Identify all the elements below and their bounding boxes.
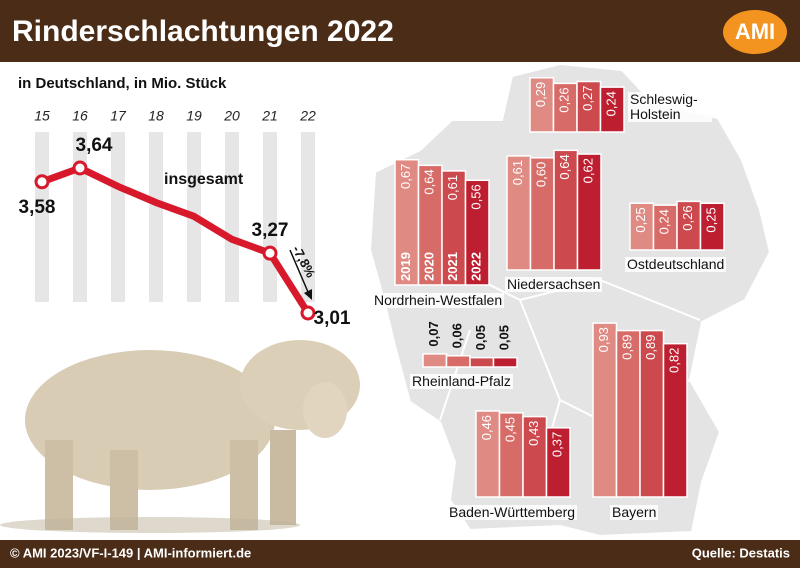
year-stripe <box>225 132 239 302</box>
data-label: 0,61 <box>445 175 460 200</box>
x-tick-label: 2020 <box>422 252 437 281</box>
x-tick-label: 22 <box>299 108 316 124</box>
point <box>34 174 50 190</box>
logo <box>723 10 787 54</box>
x-tick-label: 21 <box>261 108 278 124</box>
data-label: 0,29 <box>533 82 548 107</box>
point <box>300 305 316 321</box>
year-stripe <box>35 132 49 302</box>
bar <box>576 153 602 271</box>
arrow-head <box>304 289 312 300</box>
data-label: 0,46 <box>479 415 494 440</box>
data-label: 0,64 <box>557 154 572 179</box>
region-label: Schleswig-Holstein <box>628 92 712 122</box>
data-label: 0,43 <box>526 421 541 446</box>
footer-left: © AMI 2023/VF-I-149 | AMI-informiert.de <box>10 545 251 560</box>
data-label: 0,24 <box>604 91 619 116</box>
x-tick-label: 2019 <box>398 252 413 281</box>
x-tick-label: 20 <box>223 108 240 124</box>
data-label: 3,01 <box>314 308 351 329</box>
footer-right: Quelle: Destatis <box>692 545 790 560</box>
data-label: 0,89 <box>620 335 635 360</box>
point <box>262 245 278 261</box>
data-label: 0,62 <box>581 158 596 183</box>
bar <box>422 353 448 368</box>
data-label: 0,37 <box>550 432 565 457</box>
data-label: 0,25 <box>704 207 719 232</box>
subtitle: in Deutschland, in Mio. Stück <box>18 75 227 92</box>
data-label: 3,64 <box>76 135 113 156</box>
region-label: Baden-Württemberg <box>447 504 578 520</box>
year-stripe <box>301 132 315 302</box>
year-stripe <box>263 132 277 302</box>
data-label: 3,58 <box>19 197 56 218</box>
footer-band <box>0 540 800 568</box>
data-label: 0,06 <box>450 323 465 348</box>
bar <box>464 179 490 286</box>
annotation: insgesamt <box>164 171 244 188</box>
x-tick-label: 17 <box>110 108 127 124</box>
data-label: 0,61 <box>510 160 525 185</box>
x-tick-label: 2021 <box>445 252 460 281</box>
data-label: 0,93 <box>596 327 611 352</box>
data-label: 0,26 <box>680 205 695 230</box>
bar <box>469 356 495 368</box>
region-label: Nordrhein-Westfalen <box>372 292 505 308</box>
data-label: 0,25 <box>633 207 648 232</box>
x-tick-label: 15 <box>34 108 50 124</box>
bar <box>699 202 725 251</box>
data-label: 0,45 <box>503 417 518 442</box>
data-label: 0,56 <box>469 184 484 209</box>
data-label: 0,89 <box>643 335 658 360</box>
header-band <box>0 0 800 62</box>
year-stripe <box>111 132 125 302</box>
data-label: 0,05 <box>497 325 512 350</box>
x-tick-label: 16 <box>72 108 88 124</box>
data-label: 0,07 <box>426 321 441 346</box>
arrow <box>289 249 309 293</box>
bar <box>662 342 688 498</box>
data-label: 0,05 <box>473 325 488 350</box>
data-label: 0,24 <box>657 209 672 234</box>
bull-illustration <box>0 340 360 533</box>
data-label: 0,27 <box>580 86 595 111</box>
bar <box>599 86 625 133</box>
logo-text: AMI <box>735 19 775 44</box>
x-tick-label: 19 <box>186 108 202 124</box>
data-label: 0,60 <box>534 162 549 187</box>
data-label: 0,67 <box>398 164 413 189</box>
bar <box>545 427 571 498</box>
x-tick-label: 2022 <box>469 252 484 281</box>
region-label: Bayern <box>610 504 659 520</box>
region-label: Niedersachsen <box>505 276 603 292</box>
bar <box>445 355 471 368</box>
title: Rinderschlachtungen 2022 <box>12 15 394 48</box>
data-label: 3,27 <box>252 220 289 241</box>
region-label: Rheinland-Pfalz <box>410 373 513 389</box>
year-stripe <box>149 132 163 302</box>
data-label: 0,26 <box>557 87 572 112</box>
bar <box>492 356 518 368</box>
point <box>72 160 88 176</box>
data-label: 0,82 <box>667 348 682 373</box>
x-tick-label: 18 <box>148 108 164 124</box>
year-stripe <box>73 132 87 302</box>
region-label: Ostdeutschland <box>625 256 727 272</box>
data-label: 0,64 <box>422 169 437 194</box>
